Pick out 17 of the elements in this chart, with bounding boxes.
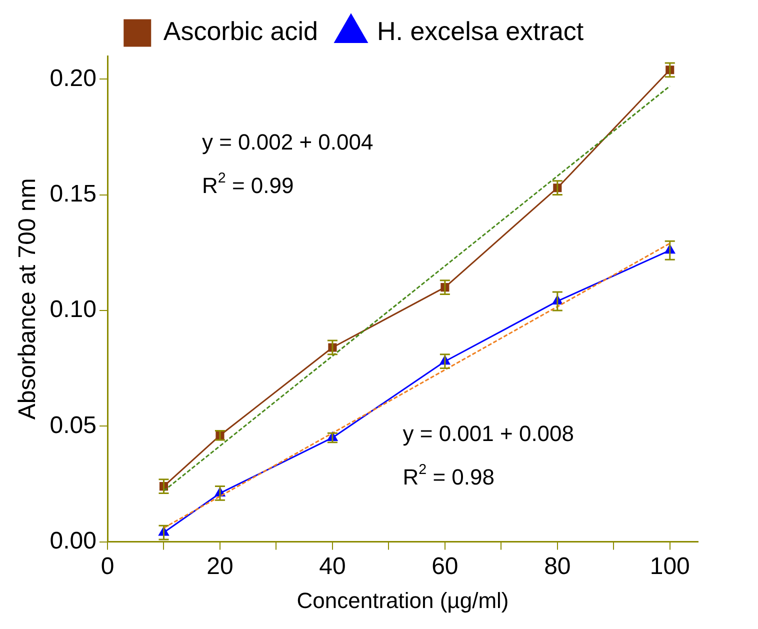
legend-label: H. excelsa extract <box>376 16 584 46</box>
legend-label: Ascorbic acid <box>163 16 318 46</box>
annotation: y = 0.002 + 0.004 <box>202 130 374 155</box>
y-tick-label: 0.00 <box>50 527 97 554</box>
y-axis-title: Absorbance at 700 nm <box>14 178 42 420</box>
x-axis-title: Concentration (µg/ml) <box>296 588 509 613</box>
x-tick-label: 20 <box>206 552 234 580</box>
x-tick-label: 80 <box>544 552 571 580</box>
x-tick-label: 40 <box>319 552 346 580</box>
y-tick-label: 0.15 <box>50 180 97 208</box>
annotation: y = 0.001 + 0.008 <box>402 420 574 446</box>
x-tick-label: 100 <box>650 552 690 580</box>
y-tick-label: 0.10 <box>50 296 97 324</box>
x-tick-label: 60 <box>432 552 458 580</box>
y-tick-label: 0.05 <box>50 412 97 439</box>
x-tick-label: 0 <box>100 552 114 580</box>
y-tick-label: 0.20 <box>50 64 97 92</box>
